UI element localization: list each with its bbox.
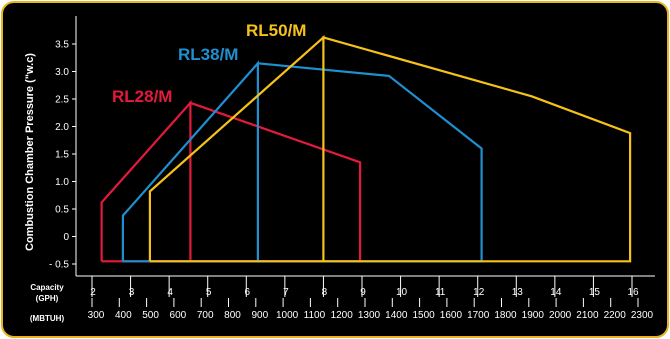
y-tick-label: 1.5 <box>55 150 69 161</box>
y-tick-label: 3.0 <box>55 67 69 78</box>
mbtuh-tick-label: 600 <box>170 310 187 321</box>
mbtuh-tick-label: 1400 <box>385 310 408 321</box>
y-tick-label: 2.5 <box>55 95 69 106</box>
mbtuh-tick-label: 1300 <box>358 310 381 321</box>
mbtuh-tick-label: 300 <box>88 310 105 321</box>
mbtuh-axis-label: (MBTUH) <box>30 314 65 323</box>
series-rl38-menvelope <box>121 60 483 263</box>
gph-tick-label: 11 <box>435 287 446 298</box>
mbtuh-tick-label: 1600 <box>440 310 463 321</box>
gph-tick-label: 15 <box>589 287 601 298</box>
mbtuh-tick-label: 1100 <box>304 310 326 321</box>
mbtuh-tick-label: 1000 <box>276 310 299 321</box>
series-rl28-menvelope <box>100 99 362 263</box>
mbtuh-tick-label: 1500 <box>412 310 435 321</box>
mbtuh-tick-label: 900 <box>251 310 268 321</box>
capacity-axis-label: Capacity <box>30 283 64 292</box>
series-rl50-menvelope <box>148 34 632 263</box>
mbtuh-tick-label: 500 <box>142 310 159 321</box>
mbtuh-tick-label: 2100 <box>576 310 599 321</box>
gph-tick-label: 3 <box>129 287 135 298</box>
series-label-rl28-m: RL28/M <box>112 87 172 106</box>
mbtuh-tick-label: 2200 <box>604 310 627 321</box>
gph-tick-label: 4 <box>167 287 173 298</box>
gph-axis-label: (GPH) <box>36 294 59 303</box>
mbtuh-tick-label: 1700 <box>467 310 490 321</box>
gph-tick-label: 7 <box>283 287 289 298</box>
mbtuh-tick-label: 2300 <box>631 310 654 321</box>
y-axis-title: Combustion Chamber Pressure ("w.c) <box>24 53 36 251</box>
gph-tick-label: 12 <box>473 287 485 298</box>
x-axis-ticks: 2 3 4 5 6 7 8 9 10 11 12 13 14 15 16 300 400 500 600 700 800… <box>88 276 654 321</box>
gph-tick-label: 16 <box>627 287 639 298</box>
series-label-rl50-m: RL50/M <box>246 21 306 40</box>
y-tick-label: 2.0 <box>55 122 69 133</box>
axis-lines <box>75 16 655 277</box>
series-envelopes <box>100 34 632 263</box>
y-tick-label: 0.5 <box>55 205 69 216</box>
mbtuh-tick-label: 400 <box>115 310 132 321</box>
series-label-rl38-m: RL38/M <box>178 45 238 64</box>
mbtuh-tick-label: 700 <box>197 310 214 321</box>
gph-tick-label: 5 <box>206 287 212 298</box>
y-tick-label: - 0.5 <box>49 260 69 271</box>
y-tick-label: 0 <box>63 232 69 243</box>
gph-tick-label: 2 <box>90 287 96 298</box>
gph-tick-label: 10 <box>396 287 408 298</box>
gph-tick-label: 6 <box>245 287 251 298</box>
mbtuh-tick-label: 1200 <box>331 310 354 321</box>
mbtuh-tick-label: 2000 <box>549 310 572 321</box>
gph-tick-label: 8 <box>322 287 328 298</box>
mbtuh-tick-label: 1900 <box>522 310 545 321</box>
mbtuh-tick-label: 800 <box>224 310 241 321</box>
mbtuh-tick-label: 1800 <box>494 310 517 321</box>
gph-tick-label: 13 <box>512 287 524 298</box>
y-tick-label: 3.5 <box>55 40 69 51</box>
y-axis-ticks: - 0.5 0 0.5 1.0 1.5 2.0 2.5 3.0 3.5 <box>49 40 76 271</box>
series-labels: RL28/M RL38/M RL50/M <box>112 21 306 106</box>
y-tick-label: 1.0 <box>55 177 69 188</box>
gph-tick-label: 14 <box>550 287 562 298</box>
gph-tick-label: 9 <box>360 287 366 298</box>
